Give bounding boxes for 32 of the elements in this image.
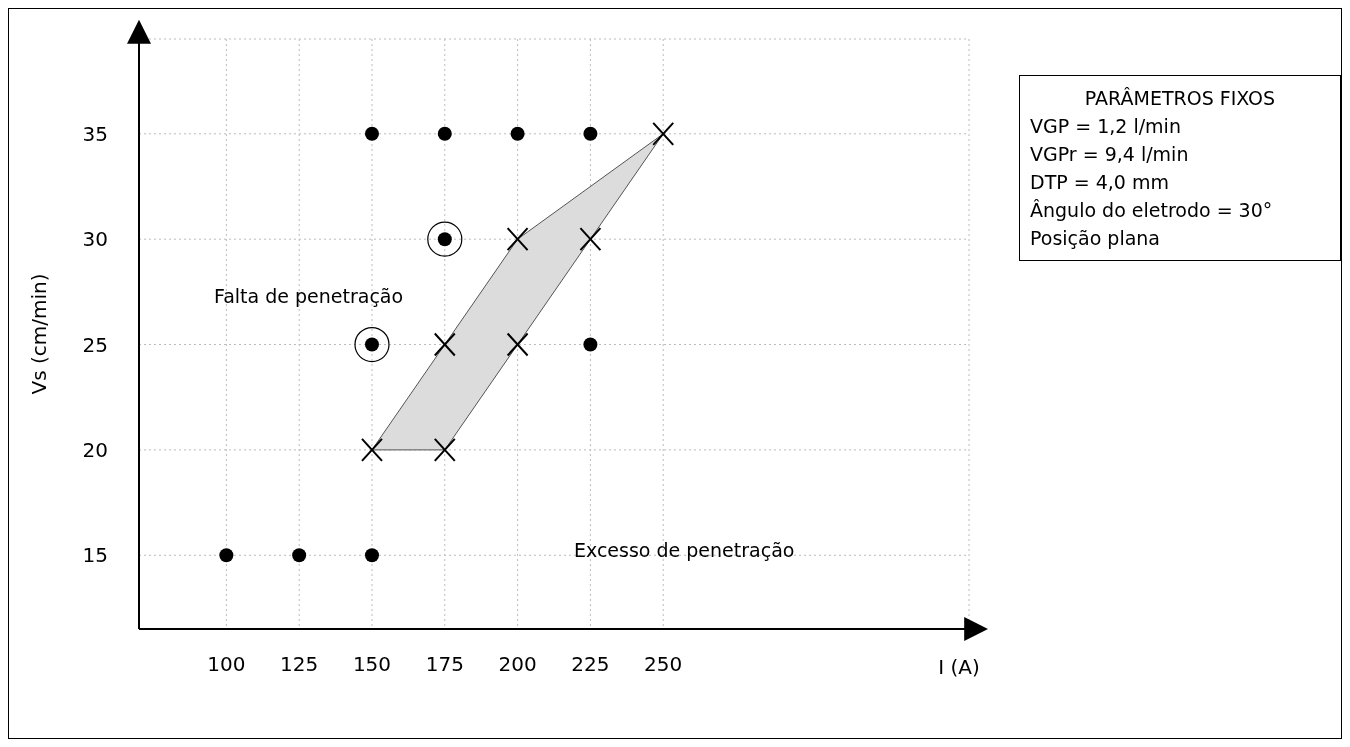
point — [292, 548, 307, 563]
annotation: Excesso de penetração — [574, 539, 795, 561]
y-tick-label: 25 — [82, 332, 108, 357]
text: VGP = 1,2 l/min — [1030, 114, 1182, 139]
text: Posição plana — [1030, 226, 1161, 251]
point — [583, 126, 598, 141]
x-axis-title: I (A) — [938, 655, 980, 679]
x-tick-label: 200 — [498, 652, 537, 677]
x-tick-label: 100 — [207, 652, 246, 677]
point — [583, 337, 598, 352]
text: VGPr = 9,4 l/min — [1030, 142, 1190, 167]
x-tick-label: 125 — [280, 652, 319, 677]
point — [364, 548, 379, 563]
y-axis-title: Vs (cm/min) — [27, 273, 52, 395]
text: PARÂMETROS FIXOS — [1083, 86, 1277, 111]
y-tick-label: 20 — [82, 437, 108, 462]
y-tick-label: 35 — [82, 121, 108, 146]
x-tick-label: 250 — [644, 652, 683, 677]
text: Ângulo do eletrodo = 30° — [1030, 198, 1274, 223]
x-tick-label: 150 — [352, 652, 392, 677]
x-tick-label: 175 — [425, 652, 464, 677]
text: DTP = 4,0 mm — [1030, 170, 1170, 195]
point — [354, 326, 390, 363]
point — [364, 126, 379, 141]
y-tick-label: 30 — [82, 227, 108, 252]
point — [437, 126, 452, 141]
annotation: Falta de penetração — [214, 285, 404, 307]
point — [219, 548, 234, 563]
x-tick-label: 225 — [571, 652, 610, 677]
point — [510, 126, 525, 141]
point — [427, 221, 463, 257]
y-tick-label: 15 — [82, 543, 108, 568]
